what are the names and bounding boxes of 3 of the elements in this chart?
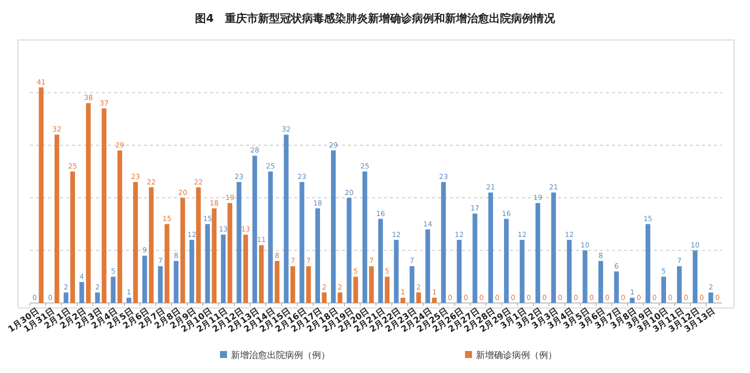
chart-title: 图4 重庆市新型冠状病毒感染肺炎新增确诊病例和新增治愈出院病例情况 [195, 12, 556, 25]
legend-label: 新增治愈出院病例（例） [231, 350, 330, 361]
legend-label: 新增确诊病例（例） [476, 350, 557, 361]
